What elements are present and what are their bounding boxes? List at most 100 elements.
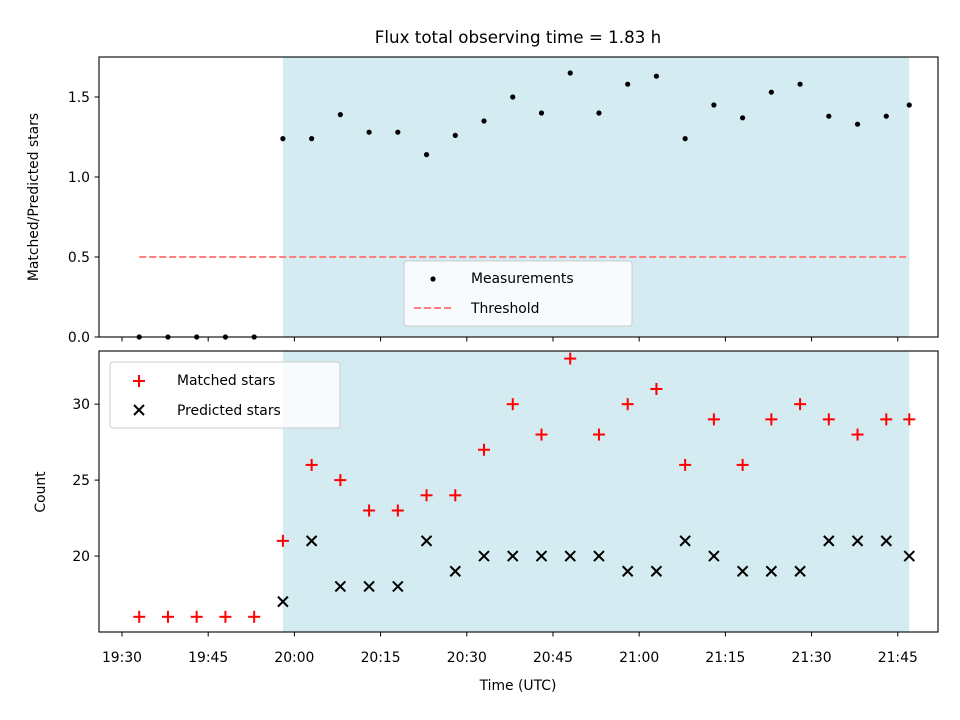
matched-star-point bbox=[650, 382, 663, 395]
measurement-point bbox=[309, 136, 315, 142]
bottom-predicted-points bbox=[277, 535, 915, 608]
top-y-tick-label: 0.0 bbox=[68, 330, 90, 346]
measurement-point bbox=[567, 70, 573, 76]
predicted-star-point bbox=[392, 580, 404, 593]
legend-predicted-label: Predicted stars bbox=[177, 403, 281, 419]
predicted-star-point bbox=[650, 565, 663, 577]
predicted-star-point bbox=[851, 535, 864, 547]
legend-predicted-marker bbox=[133, 404, 145, 416]
matched-star-point bbox=[822, 413, 835, 426]
measurement-point bbox=[395, 129, 401, 135]
measurement-point bbox=[481, 118, 487, 124]
legend-measurements-marker bbox=[430, 276, 436, 282]
predicted-star-point bbox=[736, 565, 749, 577]
top-axes-frame bbox=[98, 56, 939, 338]
predicted-star-point bbox=[420, 535, 433, 547]
measurement-point bbox=[797, 81, 803, 87]
matched-star-point bbox=[478, 443, 491, 456]
legend-matched-label: Matched stars bbox=[177, 373, 275, 389]
matched-star-point bbox=[621, 398, 634, 411]
top-panel: 0.0 0.5 1.0 1.5 Matched/Predicted stars Mea… bbox=[26, 56, 939, 346]
bottom-x-ticks: 19:30 19:45 20:00 20:15 20:30 20:45 21:00 21:15… bbox=[102, 632, 918, 666]
top-measurement-points bbox=[136, 70, 912, 340]
matched-star-point bbox=[506, 398, 519, 411]
top-legend: Measurements Threshold bbox=[403, 260, 633, 327]
predicted-star-point bbox=[679, 535, 691, 547]
measurement-point bbox=[510, 94, 516, 100]
x-tick-label: 20:45 bbox=[533, 650, 573, 666]
matched-star-point bbox=[707, 413, 720, 426]
matched-star-point bbox=[765, 413, 778, 426]
measurement-point bbox=[906, 102, 912, 108]
top-y-tick-label: 1.5 bbox=[68, 90, 90, 106]
matched-star-point bbox=[679, 458, 692, 471]
predicted-star-point bbox=[535, 550, 548, 562]
matched-star-point bbox=[851, 428, 864, 441]
measurement-point bbox=[768, 89, 774, 95]
predicted-star-point bbox=[823, 535, 835, 547]
bottom-legend: Matched stars Predicted stars bbox=[109, 361, 341, 429]
measurement-point bbox=[653, 73, 660, 79]
top-y-ticks: 0.0 0.5 1.0 1.5 bbox=[68, 90, 99, 346]
matched-star-point bbox=[794, 398, 807, 411]
matched-star-point bbox=[592, 428, 605, 441]
bottom-y-tick-label: 25 bbox=[72, 473, 90, 489]
measurement-point bbox=[826, 113, 832, 119]
bottom-y-ticks: 20 25 30 bbox=[72, 397, 99, 565]
predicted-star-point bbox=[564, 550, 576, 562]
predicted-star-point bbox=[277, 595, 289, 608]
measurement-point bbox=[452, 132, 458, 138]
measurement-point bbox=[711, 102, 717, 108]
measurement-point bbox=[280, 136, 286, 142]
x-tick-label: 19:45 bbox=[188, 650, 228, 666]
bottom-matched-points bbox=[133, 352, 916, 623]
matched-star-point bbox=[564, 352, 577, 365]
matched-star-point bbox=[334, 474, 347, 487]
predicted-star-point bbox=[334, 580, 347, 593]
matched-star-point bbox=[736, 458, 749, 471]
bottom-y-tick-label: 20 bbox=[72, 549, 90, 565]
measurement-point bbox=[854, 121, 861, 127]
measurement-point bbox=[596, 110, 602, 116]
x-tick-label: 19:30 bbox=[102, 650, 142, 666]
matched-star-point bbox=[449, 489, 462, 502]
x-tick-label: 20:00 bbox=[274, 650, 314, 666]
predicted-star-point bbox=[794, 565, 806, 577]
predicted-star-point bbox=[593, 550, 605, 562]
measurement-point bbox=[682, 136, 688, 142]
matched-star-point bbox=[535, 428, 548, 441]
x-tick-label: 20:30 bbox=[447, 650, 487, 666]
predicted-star-point bbox=[880, 535, 892, 547]
matched-star-point bbox=[420, 489, 433, 502]
legend-threshold-label: Threshold bbox=[470, 301, 539, 317]
x-tick-label: 20:15 bbox=[361, 650, 401, 666]
predicted-star-point bbox=[708, 550, 720, 562]
matched-star-point bbox=[190, 610, 203, 623]
bottom-shaded-region bbox=[282, 351, 910, 632]
bottom-axes-frame bbox=[98, 350, 939, 633]
predicted-star-point bbox=[449, 565, 461, 577]
measurement-point bbox=[740, 115, 746, 121]
matched-star-point bbox=[880, 413, 893, 426]
matched-star-point bbox=[133, 610, 146, 623]
matched-star-point bbox=[276, 534, 289, 547]
bottom-y-axis-label: Count bbox=[33, 471, 49, 513]
measurement-point bbox=[883, 113, 889, 119]
predicted-star-point bbox=[765, 565, 778, 577]
bottom-legend-box bbox=[109, 361, 341, 429]
legend-measurements-label: Measurements bbox=[471, 271, 574, 287]
measurement-point bbox=[423, 152, 430, 158]
top-y-tick-label: 0.5 bbox=[68, 250, 90, 266]
x-tick-label: 21:15 bbox=[705, 650, 745, 666]
matched-star-point bbox=[391, 504, 404, 517]
matched-star-point bbox=[903, 413, 916, 426]
legend-matched-marker bbox=[133, 375, 145, 387]
bottom-y-tick-label: 30 bbox=[72, 397, 90, 413]
top-y-axis-label: Matched/Predicted stars bbox=[26, 113, 42, 281]
matched-star-point bbox=[248, 610, 261, 623]
predicted-star-point bbox=[478, 550, 490, 562]
matched-star-point bbox=[305, 458, 318, 471]
measurement-point bbox=[625, 81, 631, 87]
predicted-star-point bbox=[363, 580, 375, 593]
